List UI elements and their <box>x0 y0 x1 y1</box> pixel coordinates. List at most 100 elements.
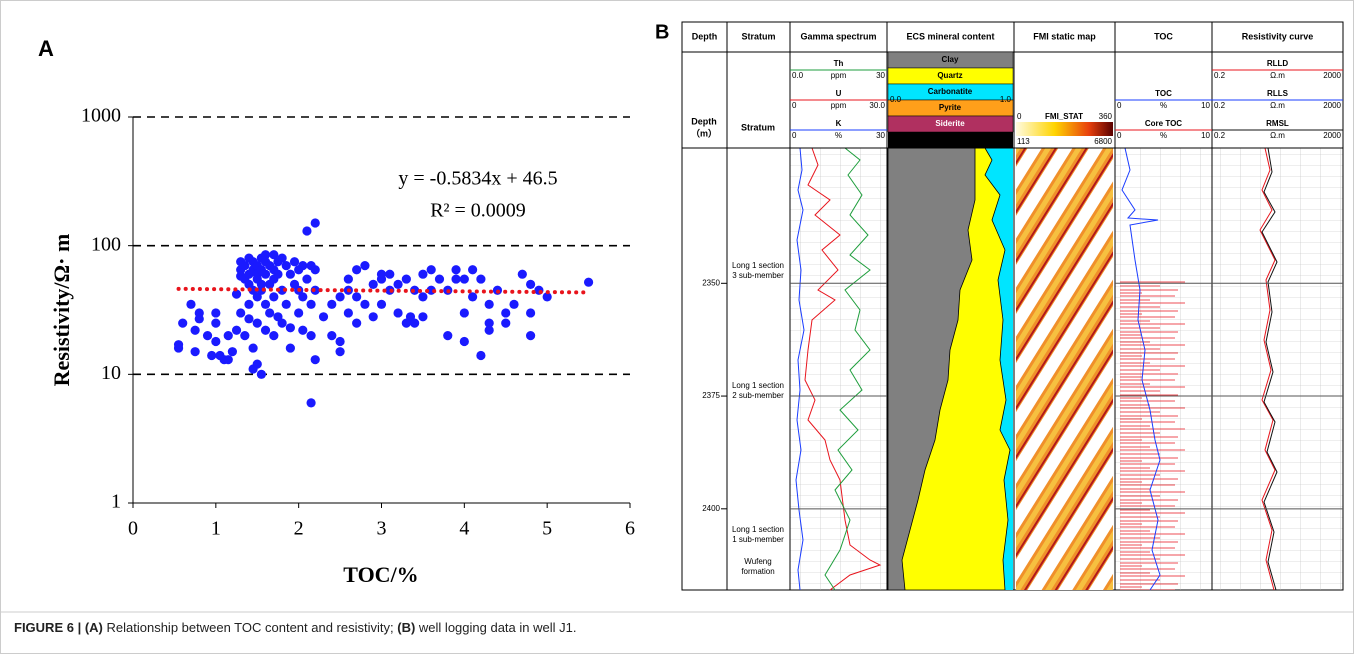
point <box>285 269 295 279</box>
point <box>269 292 279 302</box>
scale-unit: % <box>835 131 842 140</box>
curve-name: Core TOC <box>1145 119 1182 128</box>
point <box>190 347 200 357</box>
rmsl-curve <box>1261 147 1278 591</box>
mineral-name: Carbonatite <box>928 87 973 96</box>
scale-min: 0.2 <box>1214 71 1226 80</box>
column-header: FMI static map <box>1033 31 1096 41</box>
point <box>410 318 420 328</box>
point <box>285 323 295 333</box>
point <box>534 285 544 295</box>
point <box>260 250 271 260</box>
point <box>244 299 254 309</box>
point <box>252 318 262 328</box>
point <box>376 269 387 279</box>
point <box>302 274 312 284</box>
r-squared: R² = 0.0009 <box>430 200 526 222</box>
point <box>335 292 345 302</box>
point <box>294 308 304 318</box>
point <box>256 369 266 379</box>
x-tick-label: 4 <box>459 518 469 540</box>
depth-tick-label: 2350 <box>702 278 720 287</box>
point <box>484 318 494 328</box>
curve-name: TOC <box>1155 89 1172 98</box>
column-header: Depth <box>692 31 718 41</box>
point <box>269 250 279 260</box>
point <box>252 292 262 302</box>
point <box>240 331 250 341</box>
point <box>393 279 403 289</box>
column-header: TOC <box>1154 31 1173 41</box>
depth-label: （m） <box>691 128 717 138</box>
point <box>501 318 511 328</box>
mineral-name: Quartz <box>937 71 962 80</box>
scale-min: 0.0 <box>890 95 902 104</box>
point <box>509 299 519 309</box>
scale-min: 0 <box>792 101 797 110</box>
point <box>194 314 204 324</box>
point <box>368 279 378 289</box>
point <box>211 318 221 328</box>
point <box>352 318 362 328</box>
x-tick-label: 3 <box>377 518 387 540</box>
scale-min: 0 <box>1117 101 1122 110</box>
point <box>385 269 395 279</box>
point <box>343 274 353 284</box>
point <box>273 269 283 279</box>
point <box>343 308 353 318</box>
scale-max: 30.0 <box>869 101 885 110</box>
point <box>231 289 242 299</box>
x-tick-label: 2 <box>294 518 304 540</box>
curve-name: K <box>836 119 842 128</box>
scale-max: 2000 <box>1323 131 1341 140</box>
point <box>327 331 337 341</box>
point <box>393 308 403 318</box>
point <box>310 265 320 275</box>
caption: FIGURE 6 | (A) Relationship between TOC … <box>14 620 576 635</box>
point <box>418 269 428 279</box>
point <box>501 308 511 318</box>
point <box>227 347 237 357</box>
point <box>223 331 233 341</box>
point <box>306 398 316 408</box>
point <box>260 299 271 309</box>
core-toc-bars <box>1115 280 1185 590</box>
curve-name: RMSL <box>1266 119 1289 128</box>
scale-max: 30 <box>876 131 885 140</box>
scale-max: 30 <box>876 71 885 80</box>
point <box>310 355 320 365</box>
point <box>265 308 275 318</box>
point <box>277 253 287 263</box>
fmi-image <box>1016 148 1113 590</box>
scale-max: 2000 <box>1323 101 1341 110</box>
point <box>360 299 370 309</box>
point <box>306 331 316 341</box>
caption-text: Relationship between TOC content and res… <box>106 620 394 635</box>
stratum-name: 1 sub-member <box>732 535 784 544</box>
point <box>443 331 453 341</box>
gamma-k-curve <box>795 147 805 591</box>
point <box>376 299 387 309</box>
point <box>244 314 254 324</box>
point <box>302 226 312 236</box>
point <box>211 308 221 318</box>
point <box>368 312 378 322</box>
point <box>451 274 461 284</box>
y-tick-label: 1 <box>111 491 121 513</box>
scale-max: 10 <box>1201 131 1210 140</box>
scale-min: 0 <box>792 131 797 140</box>
scale-max: 6800 <box>1094 137 1112 146</box>
depth-label: Depth <box>691 116 717 126</box>
caption-tag: (A) <box>84 620 103 635</box>
caption-text: well logging data in well J1. <box>418 620 577 635</box>
toc-curve <box>1121 147 1161 591</box>
curve-name: U <box>836 89 842 98</box>
point <box>542 292 552 302</box>
point <box>231 325 242 335</box>
curve-name: Th <box>834 59 844 68</box>
point <box>526 331 536 341</box>
curve-name: RLLD <box>1267 59 1289 68</box>
y-axis-label: Resistivity/Ω· m <box>49 234 74 387</box>
point <box>236 308 246 318</box>
scale-max: 10 <box>1201 101 1210 110</box>
